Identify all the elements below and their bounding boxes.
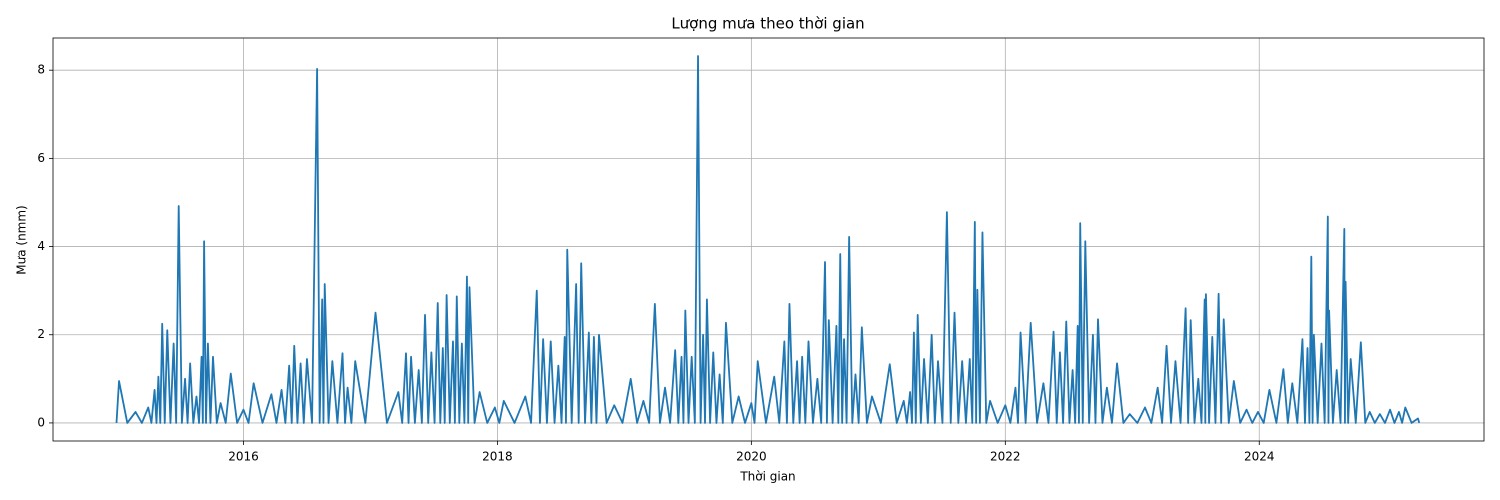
- y-tick-label: 2: [37, 327, 45, 341]
- plot-frame: [52, 37, 1485, 442]
- y-axis-label: Mưa (nmm): [15, 205, 29, 274]
- y-tick-label: 8: [37, 63, 45, 77]
- y-tick-label: 0: [37, 415, 45, 429]
- data-line: [115, 55, 1421, 424]
- x-tick-label: 2018: [482, 450, 513, 464]
- x-tick-label: 2020: [736, 450, 767, 464]
- y-tick-label: 4: [37, 239, 45, 253]
- x-axis-label: Thời gian: [739, 470, 795, 484]
- x-tick-label: 2022: [990, 450, 1021, 464]
- x-tick-label: 2024: [1244, 450, 1275, 464]
- chart-title: Lượng mưa theo thời gian: [671, 15, 864, 33]
- x-tick-label: 2016: [228, 450, 259, 464]
- y-tick-label: 6: [37, 151, 45, 165]
